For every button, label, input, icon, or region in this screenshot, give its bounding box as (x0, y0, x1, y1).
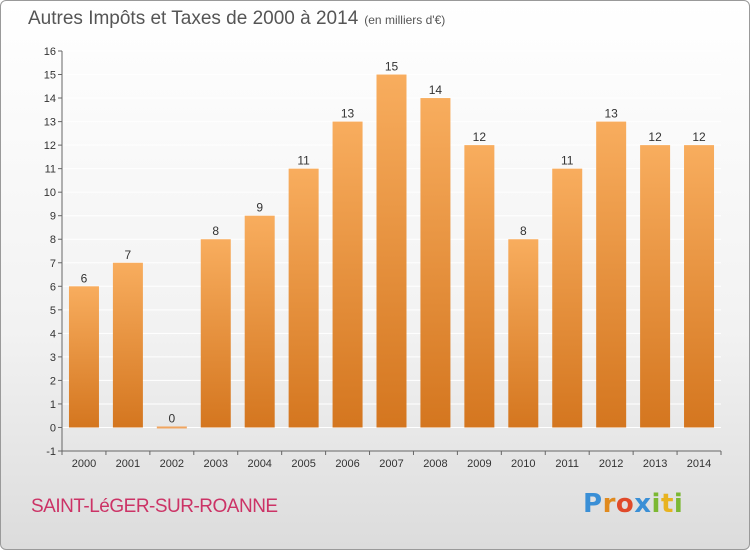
logo-letter: P (583, 489, 603, 519)
bars (68, 74, 715, 429)
data-labels: 6 7 0 8 9 11 13 15 14 12 8 11 13 12 12 (81, 60, 706, 426)
bar-2011 (552, 168, 583, 428)
bar-2006 (332, 121, 363, 428)
data-label-2011: 11 (561, 154, 574, 168)
logo-letter: x (634, 489, 652, 519)
x-tick-label: 2000 (72, 458, 96, 470)
bar-2002 (156, 426, 187, 429)
y-tick-label: 9 (50, 211, 56, 223)
data-label-2003: 8 (212, 224, 219, 238)
x-tick-label: 2006 (335, 458, 359, 470)
commune-name: SAINT-LéGER-SUR-ROANNE (31, 496, 278, 517)
y-tick-label: 15 (44, 70, 56, 82)
x-tick-label: 2003 (204, 458, 228, 470)
data-label-2014: 12 (692, 130, 706, 144)
data-label-2000: 6 (81, 271, 88, 285)
data-label-2012: 13 (604, 107, 618, 121)
logo-letter: o (615, 489, 635, 519)
y-tick-label: 0 (50, 422, 56, 434)
x-tick-label: 2008 (423, 458, 447, 470)
y-tick-label: 14 (44, 93, 56, 105)
bar-2000 (68, 286, 99, 428)
x-tick-label: 2014 (687, 458, 711, 470)
data-label-2002: 0 (168, 411, 175, 425)
bar-2005 (288, 168, 319, 428)
bar-2008 (420, 98, 451, 428)
x-tick-label: 2013 (643, 458, 667, 470)
y-tick-label: 3 (50, 352, 56, 364)
y-tick-label: 4 (50, 328, 56, 340)
y-tick-label: 7 (50, 258, 56, 270)
bar-2009 (464, 145, 495, 428)
proxiti-logo[interactable]: Proxiti (583, 489, 683, 519)
x-tick-label: 2012 (599, 458, 623, 470)
y-tick-label: 1 (50, 399, 56, 411)
data-label-2005: 11 (297, 154, 310, 168)
logo-letter: t (660, 489, 674, 519)
logo-letter: i (651, 489, 661, 519)
y-tick-label: 13 (44, 117, 56, 129)
bar-2001 (112, 262, 143, 428)
bar-2013 (640, 145, 671, 428)
data-label-2010: 8 (520, 224, 527, 238)
chart-title: Autres Impôts et Taxes de 2000 à 2014 (en… (28, 8, 445, 30)
bar-2007 (376, 74, 407, 428)
title-text: Autres Impôts et Taxes de 2000 à 2014 (28, 8, 359, 29)
x-tick-label: 2002 (160, 458, 184, 470)
x-tick-label: 2010 (511, 458, 535, 470)
y-tick-label: 10 (44, 187, 56, 199)
x-tick-label: 2005 (291, 458, 315, 470)
x-tick-label: 2011 (555, 458, 579, 470)
logo-letter: i (673, 489, 684, 519)
x-tick-label: 2007 (379, 458, 403, 470)
data-label-2004: 9 (256, 201, 263, 215)
y-tick-label: -1 (46, 446, 56, 458)
y-tick-label: 11 (45, 164, 56, 176)
bar-2012 (596, 121, 627, 428)
y-tick-label: 6 (50, 281, 56, 293)
bar-2010 (508, 239, 539, 428)
data-label-2006: 13 (341, 107, 355, 121)
y-tick-label: 2 (50, 375, 56, 387)
data-label-2001: 7 (125, 248, 132, 262)
data-label-2007: 15 (385, 60, 399, 74)
y-tick-label: 5 (50, 305, 56, 317)
x-tick-label: 2004 (247, 458, 271, 470)
y-tick-label: 16 (44, 46, 56, 58)
y-tick-label: 8 (50, 234, 56, 246)
x-tick-label: 2009 (467, 458, 491, 470)
bar-2003 (200, 239, 231, 428)
bar-2004 (244, 215, 275, 428)
data-label-2013: 12 (648, 130, 662, 144)
data-label-2008: 14 (429, 83, 443, 97)
data-label-2009: 12 (473, 130, 487, 144)
logo-letter: r (602, 489, 616, 519)
title-unit: (en milliers d'€) (364, 13, 446, 27)
x-tick-label: 2001 (116, 458, 140, 470)
y-tick-label: 12 (44, 140, 56, 152)
bar-2014 (684, 145, 715, 428)
